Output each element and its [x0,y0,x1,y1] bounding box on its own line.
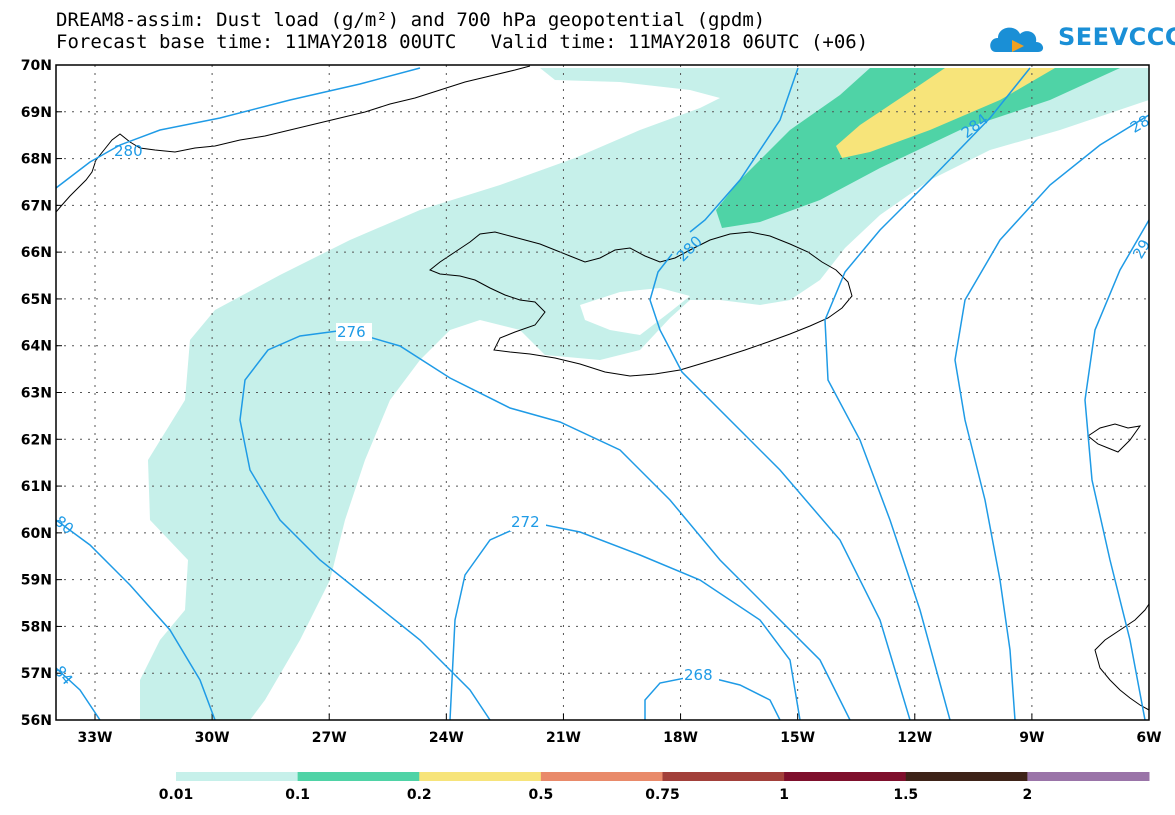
seevccc-logo [990,27,1044,52]
grid-lines [56,64,1150,721]
contour-276 [239,329,851,720]
contour-280 [649,67,911,720]
contour-label-268: 268 [684,666,713,684]
geopotential-contours [56,67,1149,720]
colorbar-swatch [540,772,663,781]
colorbar-label: 2 [1023,787,1033,803]
lat-label: 59N [21,573,52,589]
contour-label-29: 29 [1129,236,1154,262]
dust-band-light [140,68,1149,720]
dust-shading [140,68,1149,720]
colorbar-label: 0.75 [645,787,680,803]
lon-label: 6W [1136,730,1161,746]
logo-text: SEEVCCC [1058,23,1175,51]
plot-frame [55,64,1150,721]
colorbar-label: 1 [779,787,789,803]
colorbar-swatch [784,772,907,781]
lon-label: 27W [312,730,347,746]
lat-label: 63N [21,386,52,402]
colorbar-swatch [1027,772,1150,781]
colorbar-swatch [297,772,420,781]
latitude-labels: 70N 69N 68N 67N 66N 65N 64N 63N 62N 61N 60N 59N 58N 5… [21,58,52,729]
colorbar-label: 0.2 [407,787,432,803]
dust-band-gap [580,288,690,335]
contour-label-272: 272 [511,513,540,531]
lat-label: 67N [21,198,52,214]
lon-label: 12W [897,730,932,746]
lat-label: 62N [21,432,52,448]
dust-band-medium [716,68,1120,228]
lon-label: 9W [1019,730,1044,746]
chart-title-line2: Forecast base time: 11MAY2018 00UTC Vali… [56,31,869,53]
lat-label: 58N [21,619,52,635]
scotland-coast [1094,603,1149,711]
contour-284 [824,67,1031,720]
colorbar-swatch [905,772,1028,781]
contour-272 [449,521,801,720]
lat-label: 68N [21,152,52,168]
lat-label: 64N [21,339,52,355]
lat-label: 69N [21,105,52,121]
contour-label-84: 84 [50,662,76,688]
contour-292 [1084,219,1149,720]
cloud-icon [990,27,1044,52]
chart-title-line1: DREAM8-assim: Dust load (g/m²) and 700 h… [56,9,766,31]
lat-label: 56N [21,713,52,729]
faroe-coast [1087,423,1142,453]
greenland-coast [56,65,531,213]
colorbar-swatch [419,772,542,781]
contour-label-276: 276 [337,323,366,341]
colorbar-label: 0.5 [528,787,553,803]
lat-label: 65N [21,292,52,308]
dust-band-high [836,68,1055,158]
lon-label: 30W [195,730,230,746]
contour-284-sw [56,667,101,720]
lon-label: 33W [78,730,113,746]
contour-280-greenland [56,67,421,189]
colorbar-label: 1.5 [893,787,918,803]
contour-label-280-greenland: 280 [114,142,143,160]
colorbar-swatch [662,772,785,781]
colorbar: 0.01 0.1 0.2 0.5 0.75 1 1.5 2 [159,772,1150,803]
colorbar-label: 0.01 [159,787,194,803]
contour-label-80-sw: 80 [51,512,77,538]
contour-288 [954,114,1149,720]
lon-label: 18W [663,730,698,746]
lon-label: 15W [780,730,815,746]
lat-label: 60N [21,526,52,542]
lat-label: 57N [21,666,52,682]
lon-label: 24W [429,730,464,746]
longitude-labels: 33W 30W 27W 24W 21W 18W 15W 12W 9W 6W [78,730,1162,746]
lat-label: 70N [21,58,52,74]
colorbar-label: 0.1 [285,787,310,803]
lat-label: 66N [21,245,52,261]
colorbar-swatch [176,772,299,781]
lat-label: 61N [21,479,52,495]
contour-280-sw [56,519,216,720]
lon-label: 21W [546,730,581,746]
